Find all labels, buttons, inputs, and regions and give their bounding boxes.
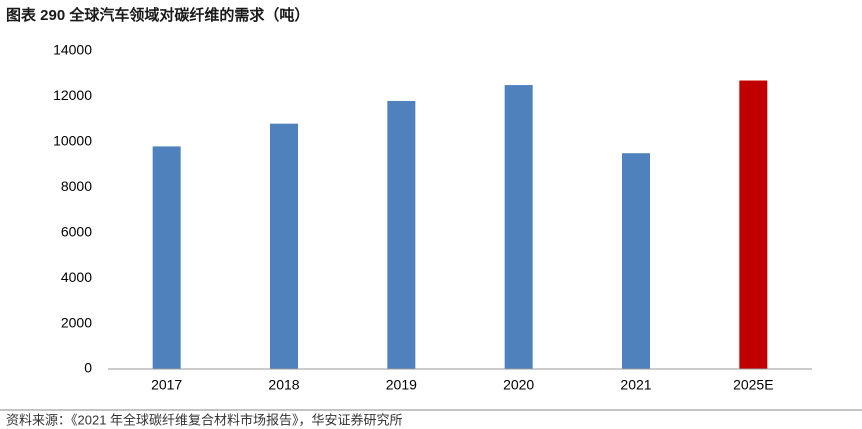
bar [739,80,768,370]
x-tick-label: 2020 [503,377,534,393]
bar [387,100,416,369]
source-note: 资料来源：《2021 年全球碳纤维复合材料市场报告》，华安证券研究所 [6,412,403,427]
y-tick-label: 12000 [53,87,92,103]
x-tick-label: 2025E [733,377,773,393]
y-tick-label: 8000 [61,178,92,194]
y-tick-label: 10000 [53,133,92,149]
x-tick-label: 2017 [151,377,182,393]
y-tick-label: 0 [84,360,92,376]
chart-title: 图表 290 全球汽车领域对碳纤维的需求（吨） [6,6,309,24]
y-tick-label: 14000 [53,42,92,58]
bar [152,146,181,369]
x-tick-label: 2019 [386,377,417,393]
y-tick-label: 6000 [61,223,92,239]
y-tick-label: 2000 [61,314,92,330]
bar [622,153,650,369]
bar [270,123,298,369]
x-tick-label: 2021 [620,377,651,393]
y-tick-label: 4000 [61,269,92,285]
x-tick-label: 2018 [268,377,299,393]
bar [504,85,533,370]
